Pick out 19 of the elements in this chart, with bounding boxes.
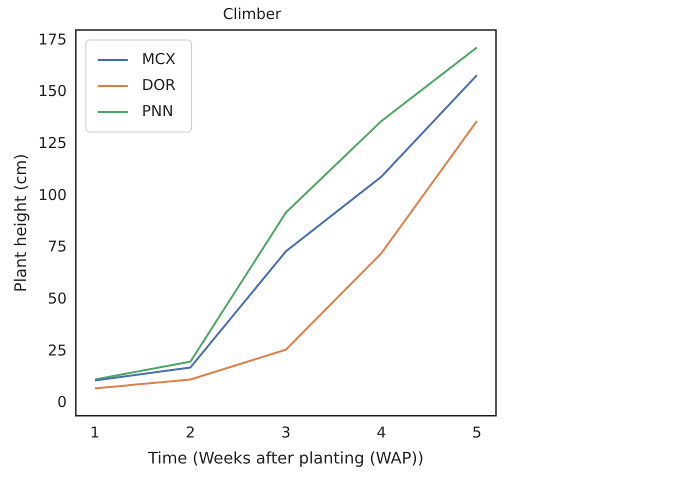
legend-label: PNN: [142, 102, 174, 120]
x-tick-label: 4: [376, 424, 386, 442]
x-tick-label: 5: [472, 424, 482, 442]
y-tick-label: 175: [38, 30, 67, 48]
y-tick-label: 25: [48, 341, 67, 360]
y-axis-title: Plant height (cm): [10, 154, 30, 292]
y-tick-label: 75: [48, 238, 67, 256]
y-tick-label: 0: [57, 393, 67, 412]
y-tick-label: 50: [48, 290, 67, 308]
y-tick-label: 125: [38, 134, 67, 152]
x-tick-label: 2: [186, 424, 196, 442]
chart-title: Climber: [222, 4, 282, 23]
x-axis-title: Time (Weeks after planting (WAP)): [147, 448, 424, 468]
x-tick-label: 1: [90, 424, 100, 442]
y-tick-label: 100: [38, 186, 67, 204]
legend-label: DOR: [142, 76, 176, 94]
x-tick-label: 3: [281, 424, 291, 442]
legend-label: MCX: [142, 50, 176, 68]
y-tick-label: 150: [38, 82, 67, 100]
